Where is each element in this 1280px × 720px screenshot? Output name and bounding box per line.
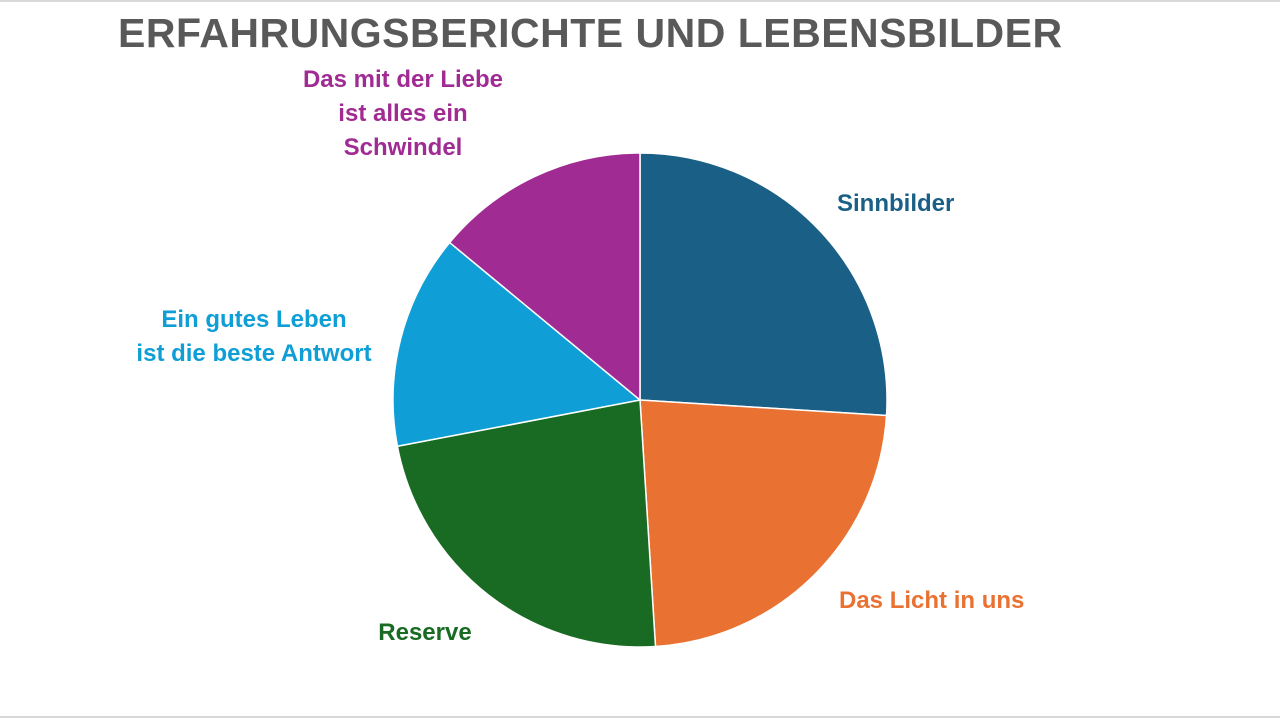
slice-label-2: Das Licht in uns <box>839 587 1024 614</box>
pie-slices <box>392 152 888 648</box>
pie-slice-2 <box>639 399 888 648</box>
pie-slice-4 <box>392 241 642 448</box>
bottom-border <box>0 716 1280 718</box>
slice-label-3: Reserve <box>378 619 471 646</box>
pie-slice-3 <box>396 399 657 648</box>
pie-slice-1 <box>639 152 888 417</box>
slice-label-5: Das mit der Liebe ist alles ein Schwindel <box>303 66 503 161</box>
pie-slice-5 <box>448 152 641 402</box>
slice-label-1: Sinnbilder <box>837 190 954 217</box>
chart-title: ERFAHRUNGSBERICHTE UND LEBENSBILDER <box>118 10 1063 56</box>
pie-labels: Sinnbilder Das Licht in uns Reserve Ein gut… <box>136 66 1024 646</box>
top-border <box>0 0 1280 2</box>
slice-label-4: Ein gutes Leben ist die beste Antwort <box>136 306 371 367</box>
